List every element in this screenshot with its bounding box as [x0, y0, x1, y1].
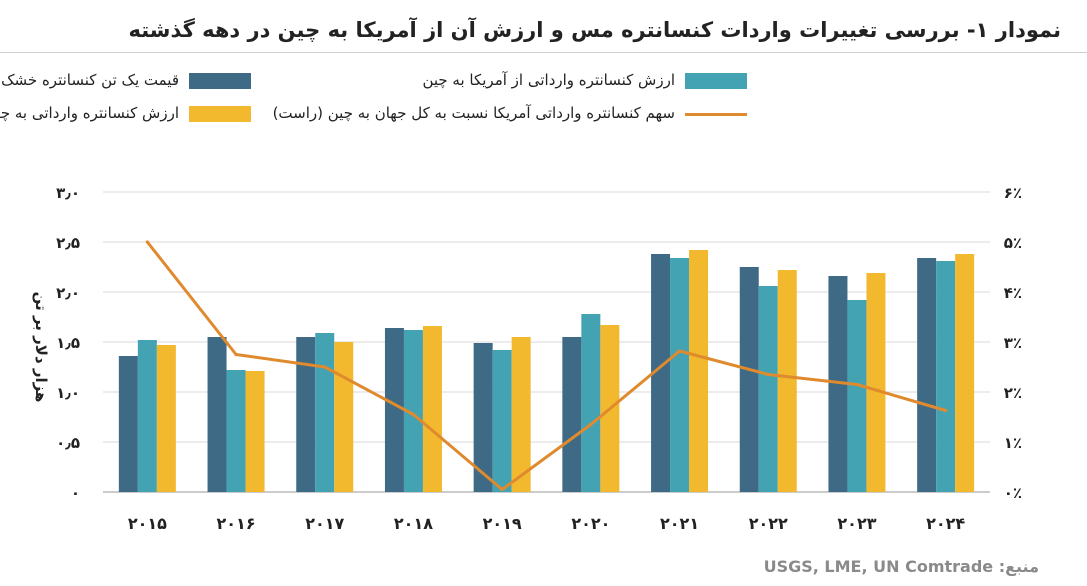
bar-series2 [403, 330, 423, 492]
bar-series1 [562, 337, 582, 492]
bar-series1 [739, 267, 759, 492]
share-point [145, 240, 149, 244]
x-tick-label: ۲۰۲۴ [926, 514, 965, 533]
y-left-tick-label: ۲٫۵ [56, 234, 80, 252]
bar-series2 [581, 314, 601, 492]
legend-item-4: سهم کنسانتره وارداتی آمریکا نسبت به کل ج… [267, 104, 747, 124]
y-right-tick-label: ۴٪ [1004, 284, 1022, 302]
share-point [677, 349, 682, 353]
legend-item-3: ارزش کنسانتره وارداتی به چین [0, 104, 251, 124]
bar-series3 [955, 254, 975, 492]
chart-title: نمودار ۱- بررسی تغییرات واردات کنسانتره … [128, 18, 1061, 42]
y-right-tick-label: ۵٪ [1004, 234, 1022, 252]
share-point [234, 352, 238, 357]
bar-series1 [828, 276, 848, 492]
bar-series2 [137, 340, 157, 492]
bar-series1 [917, 258, 937, 492]
bar-series1 [473, 343, 493, 492]
bar-series1 [384, 328, 404, 492]
bar-series2 [226, 370, 246, 492]
bar-series3 [334, 342, 354, 492]
share-line [146, 241, 947, 491]
y-right-tick-label: ۱٪ [1004, 434, 1022, 452]
x-tick-label: ۲۰۱۵ [128, 514, 167, 533]
bar-series1 [118, 356, 138, 492]
share-point [323, 365, 327, 369]
legend-swatch-3 [189, 106, 251, 122]
bar-series3 [422, 326, 442, 492]
x-tick-label: ۲۰۲۲ [749, 514, 788, 533]
legend-label-2: ارزش کنسانتره وارداتی از آمریکا به چین [422, 71, 675, 89]
bar-series3 [689, 250, 709, 492]
bar-series2 [936, 261, 956, 492]
share-point [589, 422, 593, 427]
share-point [411, 412, 416, 417]
x-tick-label: ۲۰۱۸ [394, 514, 433, 533]
legend-label-3: ارزش کنسانتره وارداتی به چین [0, 104, 179, 122]
share-point [766, 372, 770, 377]
bar-series2 [670, 258, 690, 492]
y-right-tick-label: ۰٪ [1004, 484, 1022, 502]
y-left-tick-label: ۱٫۰ [56, 384, 80, 402]
share-point [500, 487, 504, 492]
x-tick-label: ۲۰۱۹ [483, 514, 522, 533]
y-left-tick-label: ۲٫۰ [56, 284, 80, 302]
bar-series2 [758, 286, 778, 492]
title-divider [0, 52, 1087, 53]
legend-item-1: قیمت یک تن کنسانتره خشک [1, 71, 251, 91]
share-point [855, 382, 859, 387]
y-right-tick-label: ۶٪ [1004, 184, 1022, 202]
y-right-tick-label: ۲٪ [1004, 384, 1022, 402]
y-left-tick-label: ۰٫۵ [56, 434, 80, 452]
bar-series3 [156, 345, 176, 492]
x-tick-label: ۲۰۲۱ [660, 514, 699, 533]
y-left-tick-label: ۱٫۵ [56, 334, 80, 352]
bar-series3 [777, 270, 797, 492]
x-tick-label: ۲۰۲۰ [571, 514, 610, 533]
legend-swatch-2 [685, 73, 747, 89]
bar-series1 [651, 254, 671, 492]
share-point [944, 408, 948, 413]
legend-label-1: قیمت یک تن کنسانتره خشک [1, 71, 179, 89]
legend-item-2: ارزش کنسانتره وارداتی از آمریکا به چین [347, 71, 747, 91]
legend-swatch-1 [189, 73, 251, 89]
bar-series3 [511, 337, 531, 492]
bar-series1 [207, 337, 227, 492]
legend-line-4 [685, 113, 747, 116]
x-tick-label: ۲۰۱۶ [217, 514, 256, 533]
source-note: منبع: USGS, LME, UN Comtrade [763, 557, 1039, 576]
y-right-tick-label: ۳٪ [1004, 334, 1022, 352]
bar-series2 [492, 350, 512, 492]
bar-series3 [866, 273, 886, 492]
x-tick-label: ۲۰۱۷ [305, 514, 344, 533]
bar-series2 [315, 333, 335, 492]
bar-series1 [296, 337, 316, 492]
y-axis-title: هزار دلار بر تن [32, 292, 50, 403]
y-left-tick-label: ۳٫۰ [56, 184, 80, 202]
bar-series3 [245, 371, 265, 492]
x-tick-label: ۲۰۲۳ [837, 514, 876, 533]
y-left-tick-label: ۰ [71, 484, 80, 502]
bar-series2 [847, 300, 867, 492]
legend-label-4: سهم کنسانتره وارداتی آمریکا نسبت به کل ج… [272, 104, 675, 122]
